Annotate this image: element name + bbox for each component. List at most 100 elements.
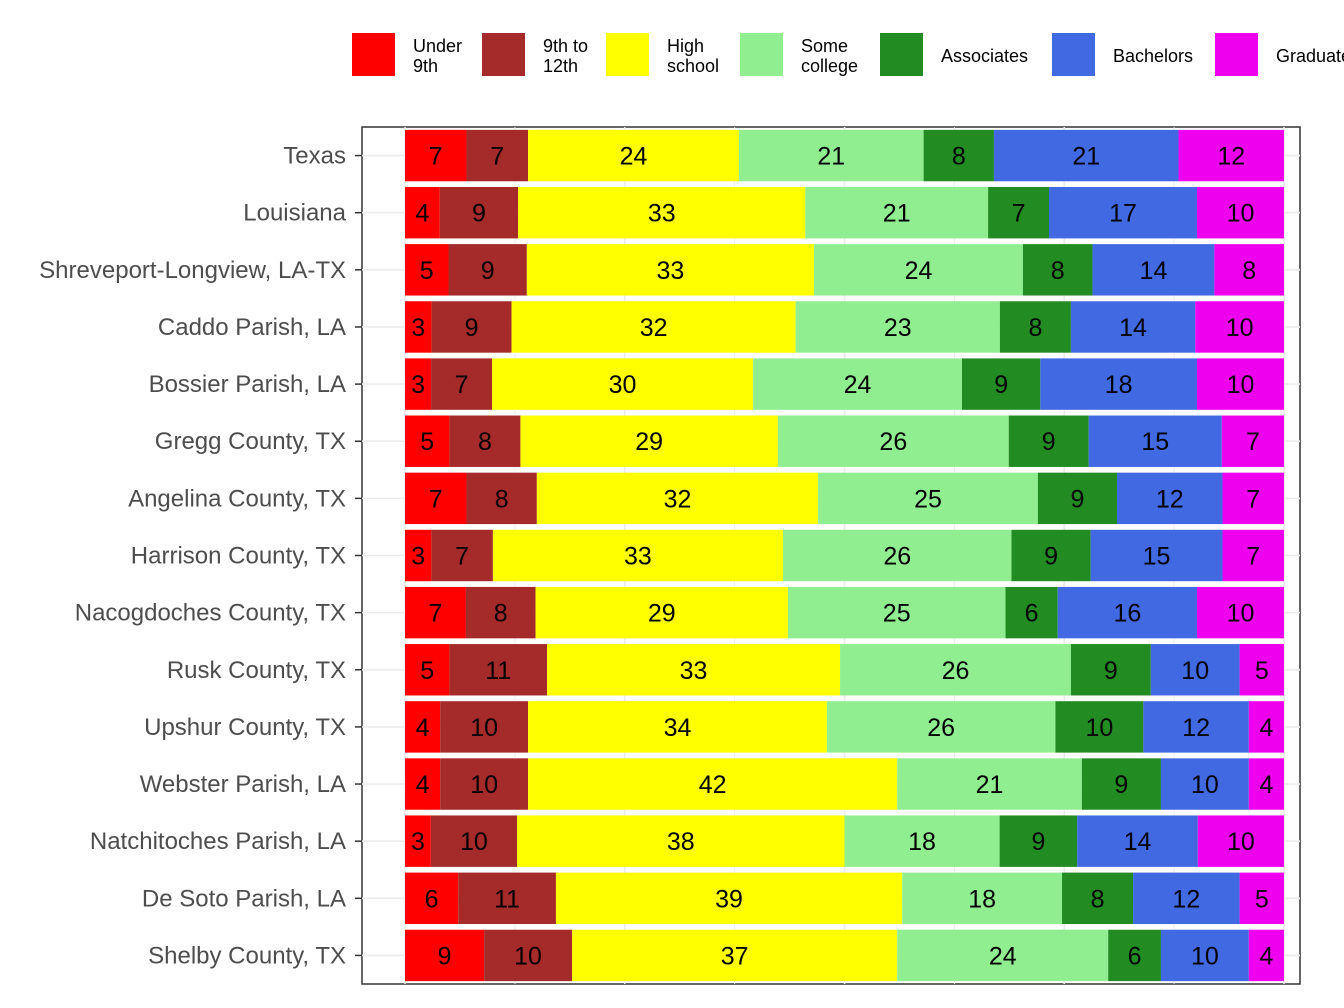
data-label: 24: [844, 371, 872, 399]
bar-segment-associates: [999, 301, 1071, 353]
bar-segment-graduate: [1221, 415, 1284, 467]
data-label: 5: [1255, 657, 1269, 685]
y-axis: Texas Louisiana Shreveport-Longview, LA-TX…: [39, 143, 362, 969]
legend-key: [482, 33, 525, 76]
data-label: 32: [664, 485, 692, 513]
legend-label: Associates: [941, 46, 1028, 66]
bar-segment-bachelors: [1077, 815, 1198, 867]
bar-segment-associates: [1055, 701, 1144, 753]
legend-label: Some: [801, 36, 848, 56]
data-label: 3: [411, 371, 425, 399]
data-label: 29: [635, 428, 663, 456]
data-label: 26: [942, 657, 970, 685]
data-label: 15: [1141, 428, 1169, 456]
bar-segment-under-9th: [405, 301, 432, 353]
bar-segment-bachelors: [993, 129, 1179, 182]
data-label: 6: [1025, 600, 1039, 628]
bar-segment-9th-to-12th: [431, 529, 493, 582]
bar-segment-9th-to-12th: [431, 301, 512, 353]
data-label: 5: [420, 428, 434, 456]
data-label: 7: [429, 143, 443, 171]
bar-segment-under-9th: [405, 701, 441, 753]
bar-segment-under-9th: [405, 415, 450, 467]
data-label: 14: [1119, 314, 1147, 342]
data-label: 12: [1156, 485, 1184, 513]
bar-segment-9th-to-12th: [439, 186, 519, 239]
data-label: 8: [1051, 257, 1065, 285]
data-label: 12: [1182, 714, 1210, 742]
bar-segment-graduate: [1196, 586, 1284, 639]
data-label: 4: [416, 714, 430, 742]
data-label: 10: [1227, 828, 1255, 856]
data-label: 8: [952, 143, 966, 171]
data-label: 10: [1086, 714, 1114, 742]
y-tick-label: Angelina County, TX: [128, 485, 346, 512]
data-label: 9: [481, 257, 495, 285]
bar-segment-associates: [988, 186, 1050, 239]
bar-segment-under-9th: [405, 244, 449, 296]
bar-segment-associates: [1011, 529, 1091, 582]
bars: 7 7 24 21 8 21 124 9 33 21 7 17 105 9 33 24 8 14 83 9 32 23 8 1…: [405, 129, 1284, 982]
bar-segment-some-college: [840, 644, 1071, 696]
data-label: 37: [721, 942, 749, 970]
bar-segment-bachelors: [1040, 358, 1197, 410]
data-label: 7: [1246, 485, 1260, 513]
legend-item-graduate: Graduate: [1215, 33, 1344, 76]
bar-segment-high-school: [517, 815, 845, 867]
bar-segment-under-9th: [405, 872, 459, 925]
bar-segment-bachelors: [1049, 186, 1197, 239]
data-label: 7: [1012, 200, 1026, 228]
bar-segment-under-9th: [405, 815, 431, 867]
bar-row-caddo-parish-la: 3 9 32 23 8 14 10: [405, 301, 1284, 353]
legend-key: [880, 33, 923, 76]
bar-segment-graduate: [1248, 929, 1284, 982]
bar-segment-bachelors: [1116, 472, 1223, 525]
data-label: 10: [1227, 371, 1255, 399]
legend-key: [740, 33, 783, 76]
bar-segment-associates: [1005, 586, 1058, 639]
legend-label: 9th: [413, 56, 438, 76]
data-label: 8: [494, 600, 508, 628]
bar-segment-some-college: [844, 815, 1000, 867]
data-label: 10: [1191, 942, 1219, 970]
data-label: 10: [470, 714, 498, 742]
bar-segment-bachelors: [1057, 586, 1197, 639]
legend-label: High: [667, 36, 704, 56]
bar-segment-high-school: [536, 472, 819, 525]
bar-segment-high-school: [492, 358, 754, 410]
bar-segment-some-college: [897, 758, 1082, 810]
data-label: 14: [1124, 828, 1152, 856]
y-tick-label: Upshur County, TX: [144, 714, 346, 741]
data-label: 9: [994, 371, 1008, 399]
bar-segment-high-school: [526, 244, 815, 296]
data-label: 10: [470, 771, 498, 799]
bar-segment-graduate: [1178, 129, 1284, 182]
data-label: 38: [667, 828, 695, 856]
data-label: 4: [415, 200, 429, 228]
bar-segment-some-college: [826, 701, 1056, 753]
data-label: 9: [1070, 485, 1084, 513]
bar-segment-graduate: [1239, 644, 1284, 696]
y-tick-label: Harrison County, TX: [131, 543, 346, 570]
data-label: 24: [620, 143, 648, 171]
data-label: 21: [1072, 143, 1100, 171]
data-label: 16: [1113, 600, 1141, 628]
bar-segment-high-school: [492, 529, 783, 582]
bar-segment-under-9th: [405, 644, 450, 696]
legend-label: 12th: [543, 56, 578, 76]
data-label: 30: [609, 371, 637, 399]
bar-segment-some-college: [897, 929, 1109, 982]
bar-segment-9th-to-12th: [466, 129, 529, 182]
data-label: 10: [1227, 600, 1255, 628]
data-label: 39: [715, 885, 743, 913]
bar-row-natchitoches-parish-la: 3 10 38 18 9 14 10: [405, 815, 1284, 867]
data-label: 6: [1128, 942, 1142, 970]
data-label: 4: [1259, 942, 1273, 970]
bar-segment-9th-to-12th: [449, 644, 548, 696]
data-label: 34: [664, 714, 692, 742]
bar-segment-9th-to-12th: [465, 586, 536, 639]
y-tick-label: Nacogdoches County, TX: [75, 600, 346, 627]
data-label: 26: [883, 543, 911, 571]
